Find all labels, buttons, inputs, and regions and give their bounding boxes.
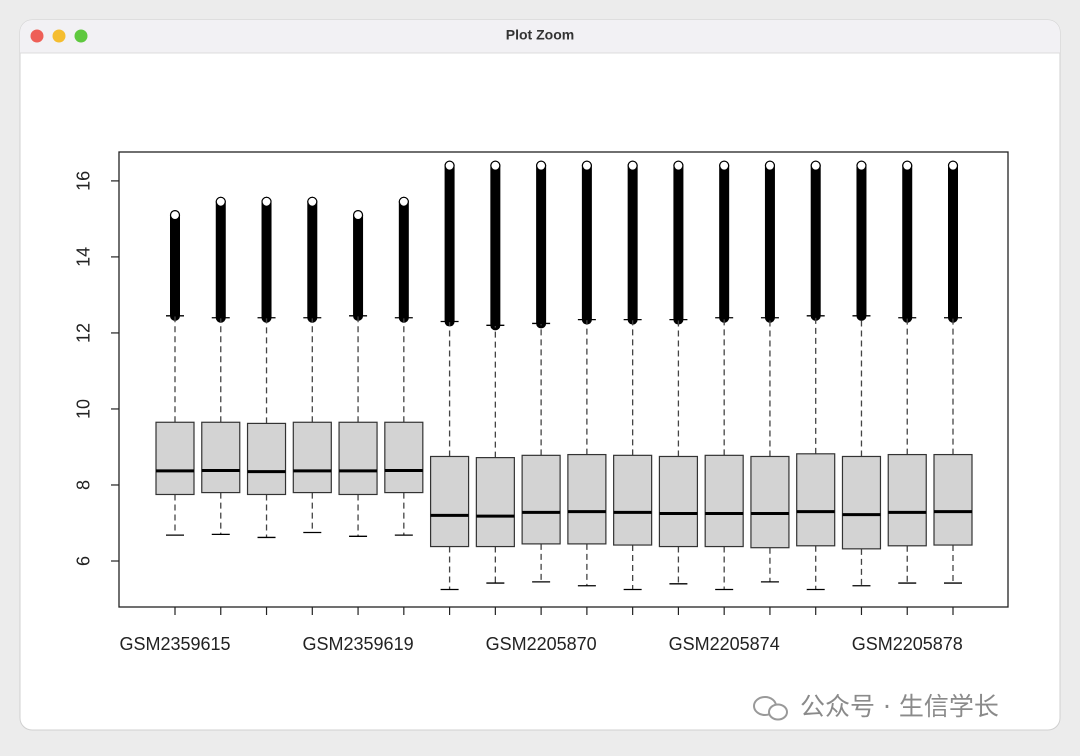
outlier-max (810, 160, 821, 171)
watermark: 公众号 · 生信学长 (753, 692, 999, 721)
close-button[interactable] (30, 29, 44, 43)
box (887, 453, 927, 547)
box (750, 455, 790, 549)
box (429, 455, 470, 548)
outlier-max (215, 196, 226, 207)
box (567, 453, 607, 545)
box (338, 421, 378, 496)
box (796, 453, 836, 547)
outlier-max (490, 160, 501, 171)
y-tick-label: 12 (74, 323, 94, 343)
outlier-max (902, 160, 913, 171)
outlier-max (444, 160, 455, 171)
title-bar (20, 20, 1060, 53)
box (201, 421, 241, 494)
box (613, 454, 653, 546)
outlier-max (536, 160, 547, 171)
outlier-max (261, 196, 272, 207)
box (841, 455, 882, 550)
x-tick-label: GSM2359619 (303, 634, 414, 654)
x-tick-label: GSM2205878 (852, 634, 963, 654)
y-tick-label: 10 (74, 399, 94, 419)
box (658, 455, 699, 548)
outlier-max (581, 160, 592, 171)
outlier-max (764, 160, 776, 171)
box (704, 454, 744, 548)
box (246, 422, 287, 496)
y-tick-label: 16 (74, 171, 94, 191)
wechat-icon (768, 703, 788, 721)
plot-frame (118, 151, 1009, 608)
y-tick-label: 14 (74, 247, 94, 267)
box (521, 454, 561, 545)
outlier-max (719, 160, 730, 171)
box (292, 421, 332, 494)
outlier-max (856, 160, 867, 171)
window-title: Plot Zoom (506, 27, 574, 43)
box (475, 457, 515, 548)
x-tick-label: GSM2359615 (119, 634, 230, 654)
box (155, 421, 195, 496)
zoom-button[interactable] (74, 29, 88, 43)
outlier-max (169, 209, 181, 221)
box (933, 453, 973, 546)
outlier-max (307, 196, 318, 207)
outlier-max (352, 209, 364, 221)
outlier-max (627, 160, 638, 171)
x-tick-label: GSM2205874 (669, 634, 780, 654)
box (384, 421, 424, 494)
window (19, 19, 1061, 731)
y-tick-label: 6 (74, 556, 94, 566)
minimize-button[interactable] (52, 29, 66, 43)
x-tick-label: GSM2205870 (486, 634, 597, 654)
watermark-text: 公众号 · 生信学长 (800, 692, 999, 721)
outlier-max (398, 196, 409, 207)
y-tick-label: 8 (74, 480, 94, 490)
outlier-max (673, 160, 684, 171)
outlier-max (947, 160, 959, 171)
